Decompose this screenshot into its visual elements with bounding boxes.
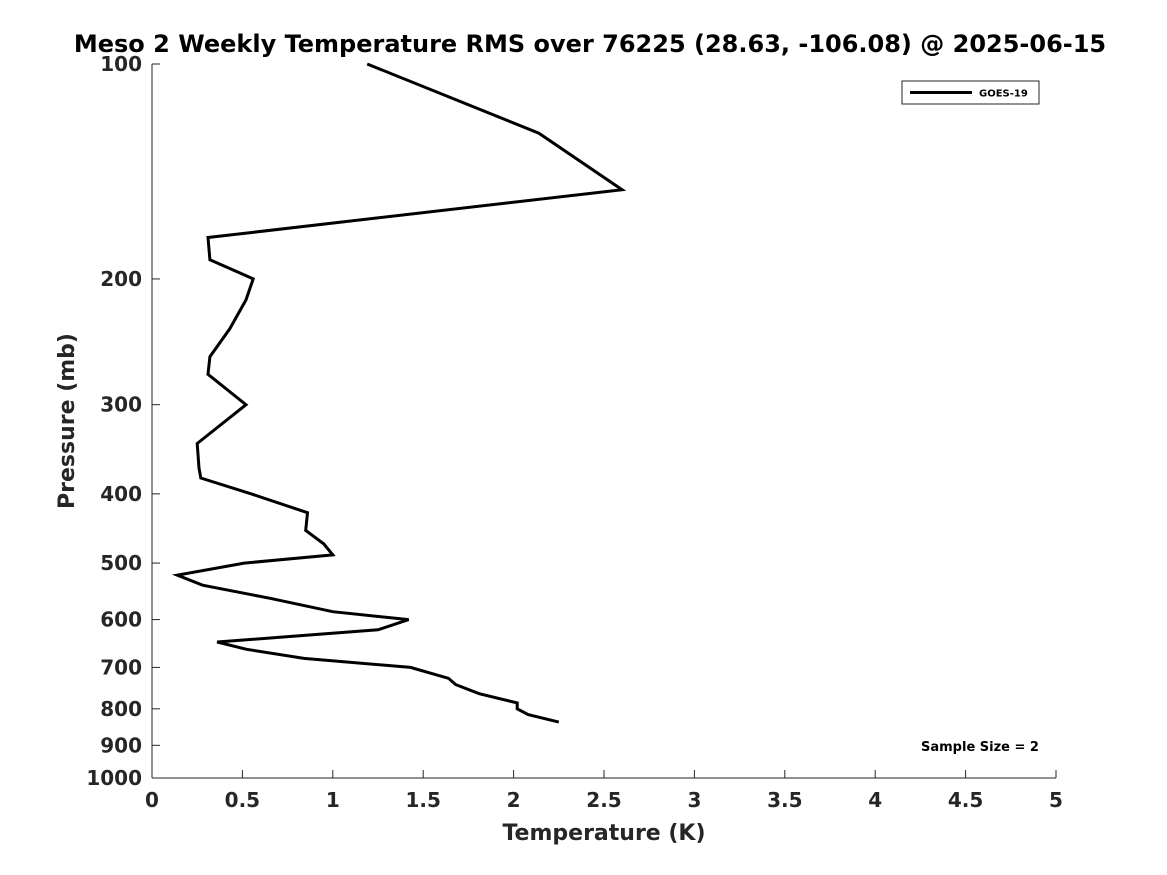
y-tick-label: 100 [100, 52, 142, 76]
y-tick-label: 400 [100, 482, 142, 506]
y-tick-label: 500 [100, 551, 142, 575]
y-axis-ticks: 100 200 300 400 500 600 700 800 900 1000 [86, 52, 160, 790]
y-tick-label: 600 [100, 608, 142, 632]
x-tick-label: 0 [145, 788, 159, 812]
x-axis-label: Temperature (K) [502, 821, 705, 846]
x-tick-label: 4.5 [948, 788, 983, 812]
y-tick-label: 200 [100, 267, 142, 291]
series-layer [171, 62, 627, 724]
x-tick-label: 3 [687, 788, 701, 812]
x-tick-label: 4 [868, 788, 882, 812]
x-tick-label: 1 [326, 788, 340, 812]
y-tick-label: 900 [100, 733, 142, 757]
x-tick-label: 0.5 [225, 788, 260, 812]
x-tick-label: 2 [507, 788, 521, 812]
y-axis-label: Pressure (mb) [55, 333, 80, 509]
y-tick-label: 1000 [86, 766, 142, 790]
y-tick-label: 700 [100, 655, 142, 679]
x-axis-ticks: 0 0.5 1 1.5 2 2.5 3 3.5 4 4.5 5 [145, 770, 1063, 812]
x-tick-label: 2.5 [586, 788, 621, 812]
chart-title: Meso 2 Weekly Temperature RMS over 76225… [74, 30, 1106, 58]
x-tick-label: 1.5 [405, 788, 440, 812]
plot-area [152, 64, 1056, 778]
x-tick-label: 5 [1049, 788, 1063, 812]
legend: GOES-19 [901, 80, 1040, 105]
x-tick-label: 3.5 [767, 788, 802, 812]
legend-label-goes-19: GOES-19 [979, 89, 1028, 100]
y-tick-label: 800 [100, 697, 142, 721]
sample-size-annotation: Sample Size = 2 [921, 740, 1039, 755]
y-tick-label: 300 [100, 393, 142, 417]
series-line-goes-19 [171, 62, 627, 724]
